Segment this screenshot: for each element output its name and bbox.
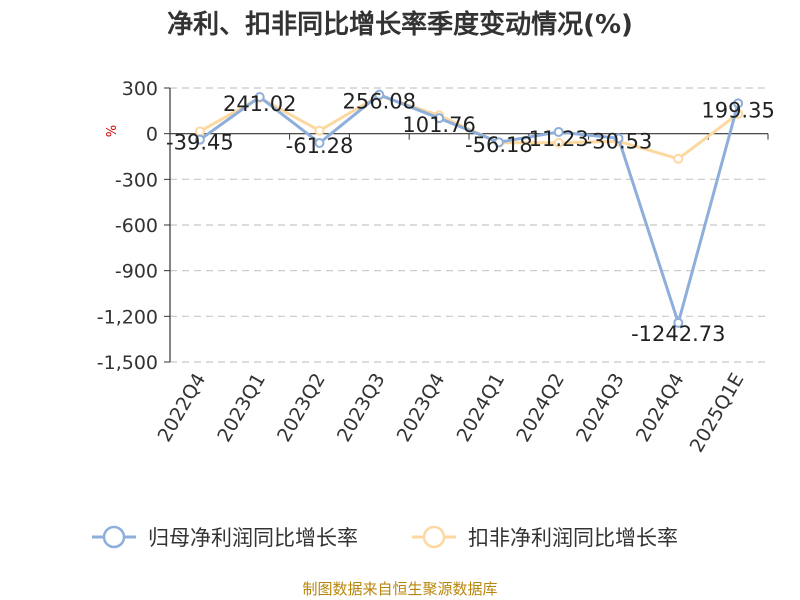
legend-marker: [422, 525, 446, 549]
data-point[interactable]: [493, 137, 504, 148]
data-labels: -39.45 241.02 -61.28 256.08101.76-56.1811.2…: [166, 90, 775, 346]
x-tick-label: 2024Q4: [632, 370, 689, 446]
x-tick-label: 2023Q3: [333, 370, 390, 446]
data-point[interactable]: [374, 89, 385, 100]
data-label: 256.08: [343, 90, 416, 114]
data-point[interactable]: [673, 317, 684, 328]
x-tick-label: 2023Q2: [273, 370, 330, 446]
data-label: -1242.73: [631, 322, 725, 346]
data-point[interactable]: [434, 113, 445, 124]
y-tick-label: -1,200: [97, 306, 158, 328]
legend-marker: [102, 525, 126, 549]
data-label: 241.02: [223, 92, 296, 116]
grid-lines: [170, 87, 768, 363]
data-point[interactable]: [314, 137, 325, 148]
y-tick-label: -1,500: [97, 352, 158, 374]
series-line: [199, 93, 740, 325]
y-tick-label: -600: [115, 215, 158, 237]
x-tick-label: 2025Q1E: [686, 370, 749, 457]
x-tick-label: 2024Q1: [452, 370, 509, 446]
legend[interactable]: 归母净利润同比增长率 扣非净利润同比增长率: [92, 525, 678, 550]
data-point[interactable]: [553, 126, 564, 137]
data-label: -56.18: [465, 133, 533, 157]
legend-label[interactable]: 扣非净利润同比增长率: [468, 526, 678, 550]
chart-title: 净利、扣非同比增长率季度变动情况(%): [167, 9, 633, 40]
y-tick-label: 300: [122, 78, 158, 100]
data-label: 199.35: [701, 98, 774, 122]
data-point[interactable]: [314, 125, 325, 136]
data-label: 101.76: [402, 113, 475, 137]
data-point[interactable]: [553, 137, 564, 148]
data-point[interactable]: [613, 133, 624, 144]
data-point[interactable]: [194, 134, 205, 145]
series-layer: [194, 89, 744, 328]
y-tick-label: -900: [115, 261, 158, 283]
data-point[interactable]: [673, 153, 684, 164]
y-axis-ticks: 300 0 -300 -600 -900 -1,200 -1,500: [97, 78, 170, 374]
y-tick-label: 0: [146, 124, 158, 146]
source-note: 制图数据来自恒生聚源数据库: [302, 580, 497, 598]
x-axis-ticks: 2022Q4 2023Q1 2023Q2 2023Q3 2023Q4 2024Q1 2024…: [153, 369, 748, 456]
x-tick-label: 2024Q2: [512, 370, 569, 446]
data-label: 11.23: [529, 127, 589, 151]
x-tick-label: 2022Q4: [153, 370, 210, 446]
x-tick-label: 2023Q4: [393, 369, 450, 445]
data-point[interactable]: [733, 98, 744, 109]
data-label: -39.45: [166, 131, 234, 155]
y-tick-label: -300: [115, 169, 158, 191]
data-label: -30.53: [585, 129, 653, 153]
data-point[interactable]: [254, 91, 265, 102]
data-label: -61.28: [286, 134, 354, 158]
x-tick-label: 2024Q3: [572, 370, 629, 446]
legend-label[interactable]: 归母净利润同比增长率: [148, 526, 358, 550]
x-tick-label: 2023Q1: [213, 370, 270, 446]
y-axis-unit: %: [102, 125, 117, 137]
